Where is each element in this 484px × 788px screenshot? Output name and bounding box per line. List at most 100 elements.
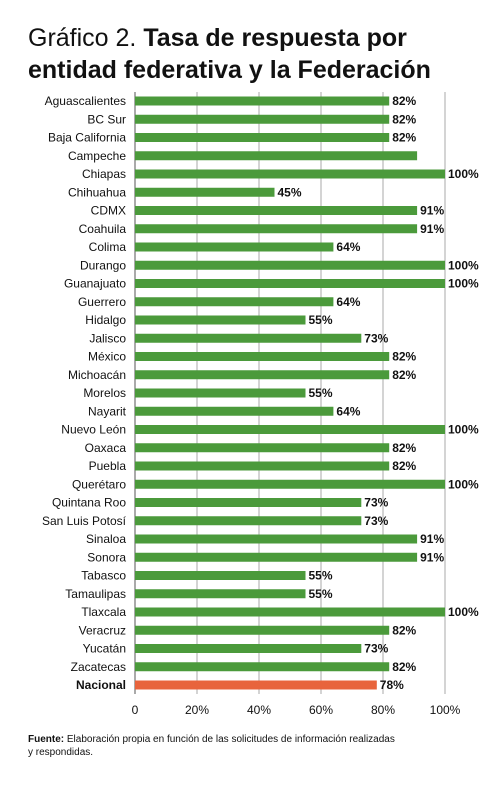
- y-tick-label: Campeche: [68, 149, 126, 163]
- value-label: 100%: [448, 477, 479, 491]
- title-text: Tasa de respuesta por entidad federativa…: [28, 24, 431, 84]
- bar: [135, 206, 418, 215]
- value-label: 73%: [364, 642, 388, 656]
- y-tick-label: Tabasco: [81, 569, 126, 583]
- bar: [135, 352, 390, 361]
- bar: [135, 406, 334, 416]
- bar: [135, 242, 334, 252]
- y-tick-label: Sinaloa: [86, 532, 126, 546]
- value-label: 82%: [392, 112, 416, 126]
- bar: [135, 607, 445, 617]
- value-label: 55%: [309, 587, 333, 601]
- value-label: 82%: [392, 131, 416, 145]
- bar: [135, 498, 362, 507]
- bar: [135, 680, 377, 690]
- bar: [135, 589, 306, 599]
- y-tick-label: Hidalgo: [85, 313, 126, 327]
- y-tick-label: Nayarit: [88, 404, 127, 418]
- y-tick-label: Michoacán: [68, 368, 126, 382]
- x-tick-label: 40%: [247, 703, 271, 717]
- source: Fuente: Elaboración propia en función de…: [28, 733, 398, 759]
- bar: [135, 333, 362, 343]
- value-label: 45%: [278, 185, 302, 199]
- source-label: Fuente:: [28, 734, 65, 745]
- bar: [135, 425, 445, 434]
- bar: [135, 571, 306, 580]
- value-label: 100%: [448, 277, 479, 291]
- value-label: 91%: [420, 222, 444, 236]
- value-label: 91%: [420, 532, 444, 546]
- bar: [135, 114, 390, 124]
- bar: [135, 297, 334, 307]
- value-label: 64%: [336, 295, 360, 309]
- source-text: Elaboración propia en función de las sol…: [28, 734, 395, 758]
- y-tick-label: Querétaro: [72, 477, 126, 491]
- bar: [135, 388, 306, 398]
- value-label: 100%: [448, 167, 479, 181]
- chart-title: Gráfico 2. Tasa de respuesta por entidad…: [28, 22, 468, 86]
- y-tick-label: Tlaxcala: [81, 605, 126, 619]
- value-label: 73%: [364, 496, 388, 510]
- bar: [135, 516, 362, 526]
- bar: [135, 644, 362, 653]
- x-tick-label: 60%: [309, 703, 333, 717]
- bar: [135, 151, 418, 161]
- x-tick-label: 0: [132, 703, 139, 717]
- y-tick-label: Sonora: [87, 550, 126, 564]
- value-label: 82%: [392, 368, 416, 382]
- y-tick-label: Guanajuato: [64, 277, 126, 291]
- bar: [135, 443, 390, 453]
- value-label: 73%: [364, 514, 388, 528]
- bar: [135, 552, 418, 562]
- x-tick-label: 100%: [430, 703, 461, 717]
- y-tick-label: Oaxaca: [85, 441, 127, 455]
- chart: 0 20% 40% 60% 80% 100% Aguascalientes 82% BC Sur…: [42, 92, 479, 717]
- y-tick-label: Jalisco: [89, 331, 126, 345]
- value-label: 82%: [392, 623, 416, 637]
- y-tick-label: BC Sur: [87, 112, 126, 126]
- bar: [135, 479, 445, 489]
- value-label: 82%: [392, 441, 416, 455]
- bar: [135, 625, 390, 635]
- y-tick-label: Coahuila: [79, 222, 127, 236]
- y-tick-label: Durango: [80, 258, 126, 272]
- value-label: 73%: [364, 331, 388, 345]
- value-label: 91%: [420, 204, 444, 218]
- value-label: 55%: [309, 569, 333, 583]
- title-prefix: Gráfico 2.: [28, 24, 137, 52]
- bar: [135, 534, 418, 544]
- y-tick-label: Aguascalientes: [45, 94, 126, 108]
- bar: [135, 315, 306, 325]
- value-label: 82%: [392, 94, 416, 108]
- value-label: 64%: [336, 404, 360, 418]
- y-tick-label: Chihuahua: [68, 185, 126, 199]
- bar: [135, 224, 418, 234]
- value-label: 78%: [380, 678, 404, 692]
- bar: [135, 169, 445, 179]
- y-tick-label: Nacional: [76, 678, 126, 692]
- y-tick-label: CDMX: [91, 204, 126, 218]
- value-label: 55%: [309, 386, 333, 400]
- value-label: 100%: [448, 423, 479, 437]
- y-tick-label: Zacatecas: [71, 660, 126, 674]
- bar: [135, 260, 445, 270]
- y-tick-label: México: [88, 350, 126, 364]
- value-label: 64%: [336, 240, 360, 254]
- y-tick-label: Nuevo León: [61, 423, 126, 437]
- x-tick-label: 20%: [185, 703, 209, 717]
- y-tick-label: San Luis Potosí: [42, 514, 127, 528]
- value-label: 91%: [420, 550, 444, 564]
- bar: [135, 187, 275, 197]
- bar: [135, 279, 445, 288]
- bar: [135, 662, 390, 672]
- value-label: 100%: [448, 605, 479, 619]
- value-label: 55%: [309, 313, 333, 327]
- y-tick-label: Tamaulipas: [65, 587, 126, 601]
- y-tick-label: Chiapas: [82, 167, 126, 181]
- value-label: 82%: [392, 459, 416, 473]
- bar: [135, 461, 390, 471]
- y-tick-label: Guerrero: [78, 295, 126, 309]
- value-label: 82%: [392, 350, 416, 364]
- y-tick-label: Colima: [89, 240, 127, 254]
